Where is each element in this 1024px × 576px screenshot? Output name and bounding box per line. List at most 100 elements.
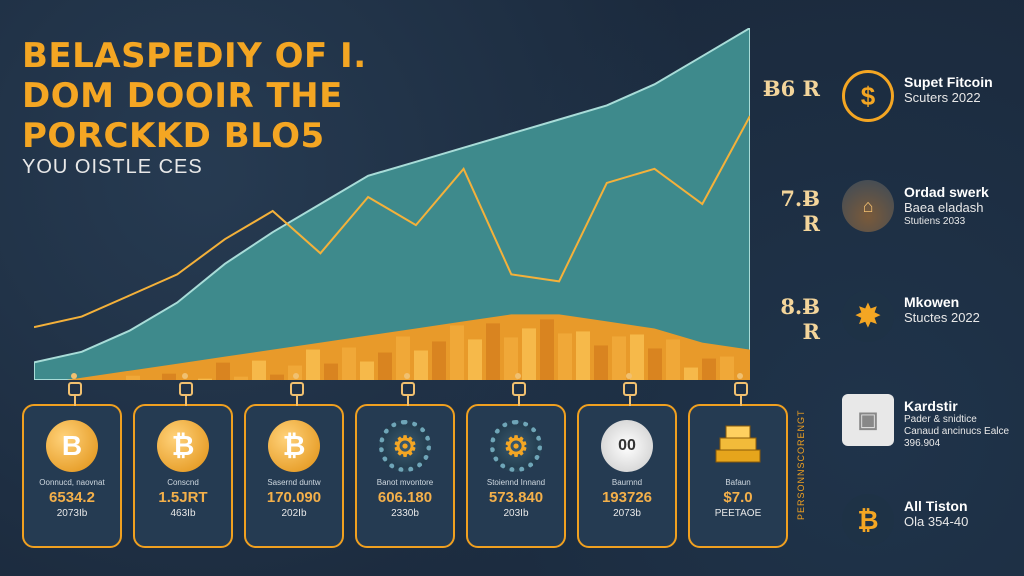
skyline-building — [684, 367, 698, 380]
card-value: 170.090 — [266, 489, 322, 506]
card-label: Sasernd duntw — [267, 478, 321, 487]
axis-label-top: Ƀ6 R — [762, 76, 820, 101]
card-sub: 202Ib — [281, 508, 307, 519]
city-skyline — [34, 314, 750, 380]
card-connector — [629, 396, 631, 406]
skyline-building — [630, 334, 644, 380]
card-3[interactable]: ₿ Sasernd duntw 170.090 202Ib — [244, 382, 344, 548]
skyline-building — [252, 360, 266, 380]
skyline-building — [324, 363, 338, 380]
card-tab-icon — [734, 382, 748, 396]
crypto-cards: B Oonnucd, naovnat 6534.2 2073Ib ₿ Consc… — [22, 382, 792, 564]
card-sub: 203Ib — [503, 508, 529, 519]
card-sub: 2073Ib — [56, 508, 88, 519]
skyline-building — [306, 349, 320, 380]
card-tab-icon — [623, 382, 637, 396]
tick-marker — [515, 373, 521, 379]
legend-subtitle: Pader & snidtice — [904, 414, 977, 425]
skyline-building — [702, 358, 716, 380]
card-4[interactable]: ⚙ Banot mvontore 606.180 2330b — [355, 382, 455, 548]
card-value: 573.840 — [488, 489, 544, 506]
card-sub: 2330b — [391, 508, 419, 519]
skyline-building — [216, 362, 230, 380]
card-tab-icon — [401, 382, 415, 396]
infographic-title: BELASPEDIY OF I. DOM DOOIR THE PORCKKD B… — [22, 36, 382, 156]
card-label: Baurnnd — [611, 478, 643, 487]
legend-title: Kardstir — [904, 398, 958, 414]
legend-item-1: $ Supet Fitcoin Scuters 2022 — [838, 70, 1024, 130]
skyline-building — [126, 375, 140, 380]
axis-label-mid: 7.Ƀ R — [780, 186, 820, 236]
card-label: Oonnucd, naovnat — [39, 478, 105, 487]
area-chart — [34, 28, 750, 380]
card-sub: PEETAOE — [714, 508, 762, 519]
skyline-building — [360, 361, 374, 380]
card-value: 6534.2 — [49, 489, 95, 506]
tick-marker — [71, 373, 77, 379]
skyline-building — [468, 339, 482, 380]
legend-item-4: ▣ Kardstir Pader & snidtice Canaud ancin… — [838, 394, 1024, 454]
card-label: Bafaun — [725, 478, 751, 487]
skyline-building — [342, 347, 356, 380]
tick-marker — [737, 373, 743, 379]
card-5[interactable]: ⚙ Stoiennd Innand 573.840 203Ib — [466, 382, 566, 548]
box-icon: ▣ — [842, 394, 894, 446]
axis-label-bottom: 8.Ƀ R — [780, 294, 820, 344]
legend-detail: Stutiens 2033 — [904, 216, 966, 227]
skyline-building — [576, 331, 590, 380]
card-1[interactable]: B Oonnucd, naovnat 6534.2 2073Ib — [22, 382, 122, 548]
skyline-building — [234, 376, 248, 380]
skyline-building — [486, 323, 500, 380]
legend-title: Mkowen — [904, 294, 960, 310]
tick-marker — [182, 373, 188, 379]
card-value: $7.0 — [723, 489, 753, 506]
tick-markers — [71, 373, 743, 379]
legend-subtitle: Stuctes 2022 — [904, 310, 980, 325]
card-tab-icon — [68, 382, 82, 396]
card-connector — [74, 396, 76, 406]
infographic-subtitle: YOU OISTLE CES — [22, 156, 203, 178]
legend-subtitle: Baea eladash — [904, 200, 984, 215]
skyline-building — [540, 319, 554, 380]
card-connector — [185, 396, 187, 406]
legend-detail: Canaud ancinucs Ealce 396.904 — [904, 426, 1010, 449]
gear-coin-icon: ⚙ — [490, 420, 542, 472]
token-coin-icon: 00 — [601, 420, 653, 472]
skyline-building — [648, 348, 662, 380]
skyline-building — [162, 373, 176, 380]
skyline-building — [378, 352, 392, 380]
bitcoin-icon: ₿ — [842, 494, 894, 546]
tick-marker — [293, 373, 299, 379]
bitcoin-coin-icon: B — [46, 420, 98, 472]
card-connector — [518, 396, 520, 406]
skyline-building — [594, 345, 608, 380]
legend-title: Supet Fitcoin — [904, 74, 993, 90]
legend-item-3: ✸ Mkowen Stuctes 2022 — [838, 290, 1024, 342]
legend-subtitle: Ola 354-40 — [904, 514, 969, 529]
card-6[interactable]: 00 Baurnnd 193726 2073b — [577, 382, 677, 548]
card-tab-icon — [179, 382, 193, 396]
card-sub: 2073b — [613, 508, 641, 519]
skyline-building — [720, 356, 734, 380]
card-label: Conscnd — [167, 478, 199, 487]
card-label: Banot mvontore — [376, 478, 434, 487]
skyline-building — [414, 350, 428, 380]
skyline-building — [522, 328, 536, 380]
legend-item-5: ₿ All Tiston Ola 354-40 — [838, 494, 1024, 546]
card-value: 1.5JRT — [158, 489, 208, 506]
legend-title: All Tiston — [904, 498, 968, 514]
card-connector — [740, 396, 742, 406]
card-7[interactable]: Bafaun $7.0 PEETAOE — [688, 382, 788, 548]
skyline-building — [270, 374, 284, 380]
card-tab-icon — [512, 382, 526, 396]
skyline-building — [432, 341, 446, 380]
skyline-building — [396, 336, 410, 380]
teal-area — [34, 28, 750, 380]
building-photo-icon: ⌂ — [842, 180, 894, 232]
skyline-building — [450, 325, 464, 380]
gold-bars-icon — [712, 420, 764, 472]
tick-marker — [404, 373, 410, 379]
skyline-building — [198, 378, 212, 380]
side-vertical-text: PERSONNSCORENGT — [796, 409, 806, 520]
card-2[interactable]: ₿ Conscnd 1.5JRT 463Ib — [133, 382, 233, 548]
